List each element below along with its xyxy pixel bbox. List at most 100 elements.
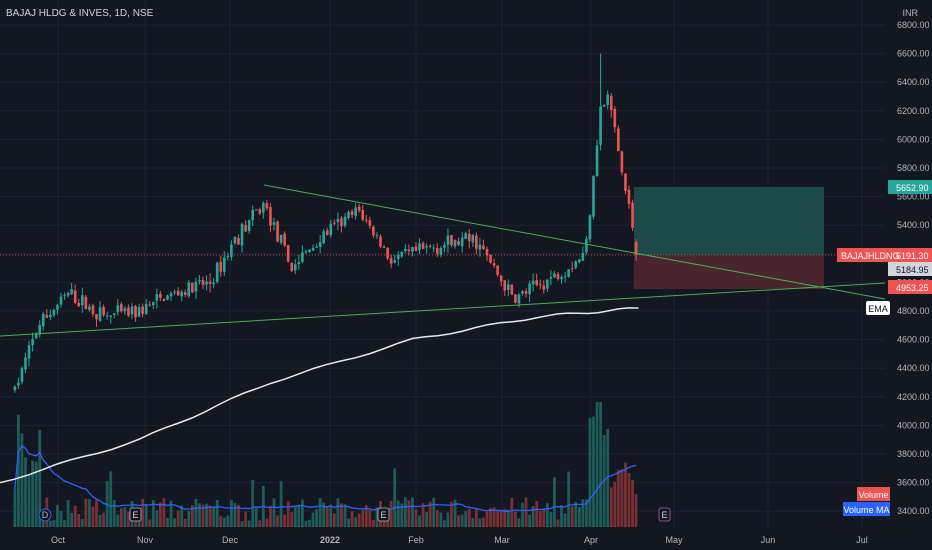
candle-body [102,306,105,316]
candle-body [144,303,148,315]
candle-body [240,223,244,246]
volume-bar [59,511,63,527]
earnings-marker[interactable]: E [377,507,390,522]
volume-bar [279,481,283,527]
volume-bar [48,520,52,527]
volume-bar [226,515,230,527]
candle-body [336,218,340,223]
volume-bar [158,502,162,527]
candle-body [191,282,194,293]
candle-body [627,189,631,204]
ema-value-badge: 5184.95 [888,262,932,276]
volume-legend-badge[interactable]: Volume [857,487,890,501]
volume-bar [364,505,368,527]
candle-body [112,313,116,315]
volume-bar [102,512,105,527]
price-tick-label: 4000.00 [897,420,930,430]
earnings-marker-upcoming[interactable]: E [658,507,671,522]
candle-body [244,224,247,232]
candle-body [340,218,343,227]
candle-body [439,247,443,255]
volume-bar [212,506,216,527]
candle-body [276,221,279,242]
time-tick-label: Apr [584,535,598,545]
target-badge: 5652.90 [888,180,932,194]
volume-bar [272,498,276,527]
candle-body [283,233,286,246]
volume-ma-legend-badge[interactable]: Volume MA [843,502,890,516]
volume-bar [304,520,308,527]
candle-body [396,255,400,260]
volume-bar [290,512,294,527]
svg-text:Volume: Volume [858,490,888,500]
volume-bar [31,460,34,527]
candle-body [485,249,489,256]
volume-bar [467,508,471,527]
candle-body [347,212,350,219]
candle-body [63,295,66,297]
currency-label: INR [903,8,919,18]
price-tick-label: 3800.00 [897,449,930,459]
volume-bar [80,519,84,527]
price-badges: 5652.90 BAJAJHLDNG 5191.30 5184.95 4953.… [837,180,932,516]
volume-bar [254,506,258,527]
volume-bar [269,505,272,527]
candle-body [91,305,95,315]
volume-bar [190,505,194,527]
volume-bar [453,499,457,527]
volume-bars [13,402,638,527]
candle-body [521,291,524,294]
earnings-marker-label: E [661,510,667,520]
candle-body [265,203,269,209]
volume-bar [545,503,549,527]
volume-bar [482,517,485,527]
volume-bar [134,518,137,527]
candle-body [357,206,361,211]
volume-bar [169,500,173,527]
volume-bar [52,520,56,527]
price-tick-label: 3600.00 [897,478,930,488]
candle-body [329,223,333,236]
candle-body [506,284,510,291]
candle-body [542,285,546,290]
volume-bar [524,497,528,527]
descending-trendline[interactable] [263,184,886,300]
candle-body [446,235,450,245]
candle-body [467,233,471,241]
candle-body [414,246,418,252]
candle-body [173,291,176,293]
volume-bar [496,510,500,527]
ascending-trendline[interactable] [0,282,886,337]
ema-legend-badge[interactable]: EMA [866,301,890,315]
volume-bar [34,461,38,527]
volume-bar [297,504,301,527]
candle-body [482,245,485,249]
candle-body [286,245,290,262]
volume-bar [24,457,27,527]
time-axis[interactable]: Oct Nov Dec 2022 Feb Mar Apr May Jun Jul [51,535,868,545]
candle-body [49,314,52,318]
candle-body [34,334,38,339]
volume-bar [144,505,148,527]
candle-body [343,216,347,226]
candle-body [464,233,467,239]
volume-bar [503,509,507,527]
volume-bar [56,504,59,527]
dividend-marker[interactable]: D [38,508,52,522]
candle-body [492,263,496,266]
candle-body [322,231,325,243]
candle-body [634,242,638,256]
volume-bar [66,500,70,527]
candle-body [116,305,120,312]
price-tick-label: 4400.00 [897,363,930,373]
candle-body [77,302,81,307]
candle-body [549,277,553,279]
time-tick-label: Nov [137,535,154,545]
svg-text:5184.95: 5184.95 [896,265,929,275]
candle-body [13,386,17,391]
volume-bar [322,502,326,527]
candle-body [450,235,453,246]
earnings-marker[interactable]: E [129,507,142,522]
candle-body [574,261,578,268]
